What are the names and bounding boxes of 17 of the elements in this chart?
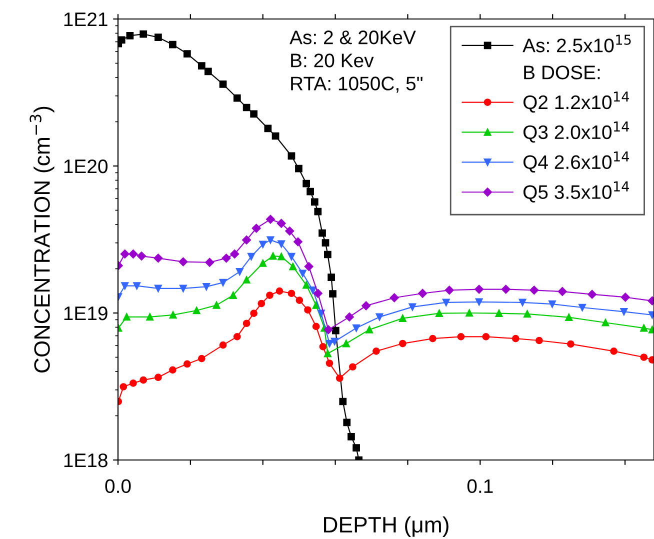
- annotation: B: 20 Kev: [291, 54, 374, 68]
- y-tick-label: 1E21: [64, 12, 108, 26]
- y-tick-label: 1E19: [64, 306, 108, 320]
- x-tick-label: 0.0: [105, 479, 131, 494]
- legend-label: Q5 3.5x10$^{14}$: [523, 181, 630, 202]
- x-tick-label: 0.1: [467, 479, 493, 494]
- legend-label: As: 2.5x10$^{15}$: [522, 34, 631, 52]
- legend-label: Q4 2.6x10$^{14}$: [523, 151, 630, 173]
- legend-label: Q2 1.2x10$^{14}$: [523, 92, 630, 113]
- x-axis-title: DEPTH (μm): [324, 516, 448, 538]
- y-tick-label: 1E18: [64, 453, 108, 468]
- legend-title: B DOSE:: [524, 66, 600, 80]
- y-tick-label: 1E20: [64, 159, 108, 174]
- legend-label: Q3 2.0x10$^{14}$: [523, 122, 630, 143]
- y-axis-title: CONCENTRATION (cm$^{−3}$): [30, 106, 54, 372]
- annotation: RTA: 1050C, 5": [291, 76, 422, 93]
- annotation: As: 2 & 20KeV: [290, 30, 416, 44]
